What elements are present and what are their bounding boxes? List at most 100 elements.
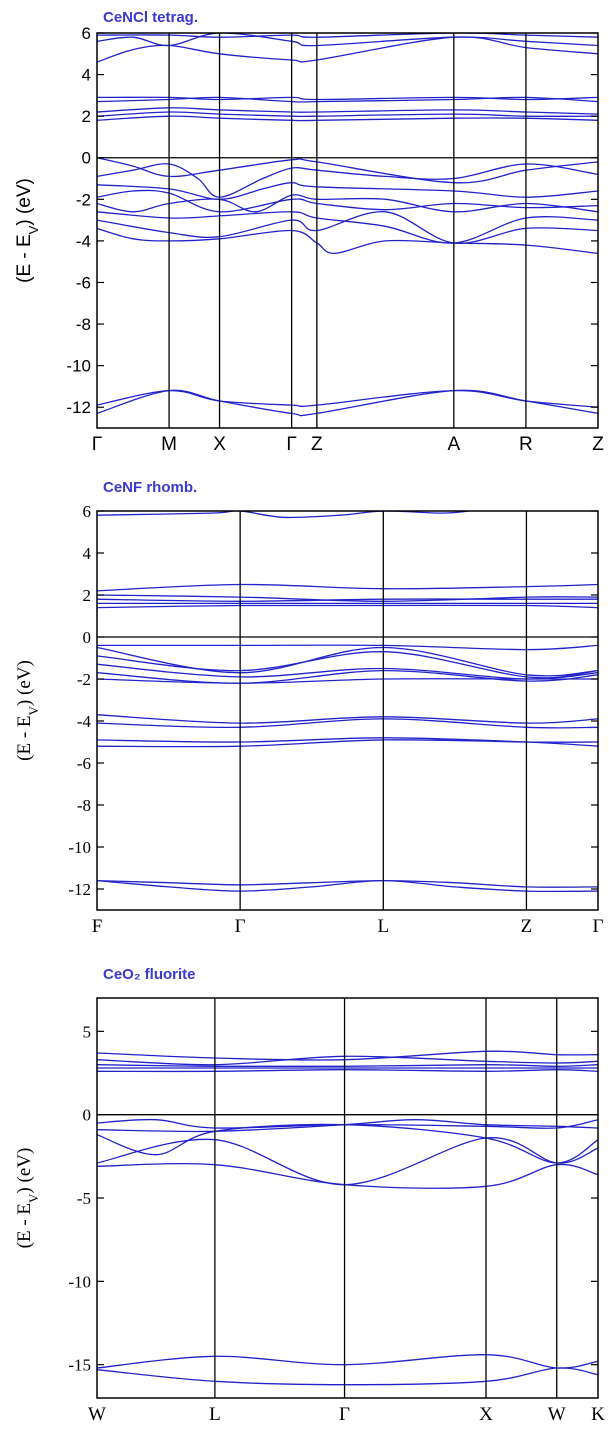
y-tick-label: -5: [77, 1189, 91, 1208]
band-line: [97, 718, 598, 729]
y-tick-label: -10: [68, 838, 91, 857]
k-point-label: W: [88, 1404, 106, 1425]
band-line: [97, 33, 598, 38]
panel-title: CeO₂ fluorite: [103, 966, 196, 983]
y-tick-label: -12: [66, 398, 91, 417]
y-tick-label: -10: [68, 1272, 91, 1291]
band-line: [97, 389, 598, 417]
k-point-label: Z: [311, 434, 323, 455]
band-line: [97, 227, 598, 255]
k-point-label: L: [209, 1404, 221, 1425]
k-point-label: Γ: [92, 434, 102, 455]
band-line: [97, 211, 598, 244]
band-line: [97, 739, 598, 748]
band-line: [97, 96, 598, 101]
k-point-label: Γ: [235, 916, 246, 937]
y-tick-label: 0: [83, 628, 92, 647]
plot-frame: [96, 32, 599, 429]
band-line: [97, 157, 598, 184]
band-line: [97, 182, 598, 200]
y-tick-label: -2: [77, 670, 91, 689]
y-tick-label: -4: [76, 232, 91, 251]
bands: [97, 511, 598, 893]
band-line: [97, 107, 598, 115]
band-line: [97, 583, 598, 592]
band-line: [97, 604, 598, 609]
band-line: [97, 598, 598, 602]
band-line: [97, 678, 598, 684]
band-line: [97, 879, 598, 888]
y-axis-label: (E - EV) (eV): [14, 1148, 41, 1249]
band-panel-1: CeNCl tetrag.Γ M X Γ Z A R Z6420-2-4-6-8-10-12(…: [14, 9, 604, 455]
y-tick-label: 4: [82, 66, 91, 85]
k-point-label: X: [479, 1404, 493, 1425]
band-line: [97, 646, 598, 677]
y-tick-label: 6: [83, 502, 92, 521]
plot-frame: [96, 997, 599, 1399]
bands: [97, 33, 598, 417]
band-line: [97, 189, 598, 213]
band-line: [97, 36, 598, 63]
band-line: [97, 1354, 598, 1369]
band-line: [97, 96, 598, 103]
y-tick-label: -15: [68, 1356, 91, 1375]
band-line: [97, 211, 598, 244]
y-tick-label: 2: [82, 107, 91, 126]
band-line: [97, 1162, 598, 1189]
plot-frame: [96, 510, 599, 911]
y-tick-label: -10: [66, 357, 91, 376]
band-line: [97, 669, 598, 684]
y-tick-label: 0: [82, 149, 91, 168]
panel-title: CeNCl tetrag.: [103, 9, 198, 26]
k-point-label: Z: [521, 916, 533, 937]
y-tick-label: -2: [76, 190, 91, 209]
k-point-label: Γ: [339, 1404, 350, 1425]
y-tick-label: 2: [83, 586, 92, 605]
band-line: [97, 1050, 598, 1061]
y-tick-label: -8: [76, 315, 91, 334]
bands: [97, 1050, 598, 1386]
band-panel-3: CeO₂ fluorite W L Γ X W K 5 0 -5 -10 -15 (E - EV) (e…: [14, 966, 605, 1425]
band-line: [97, 33, 598, 47]
band-line: [97, 511, 470, 519]
band-line: [97, 651, 598, 679]
band-line: [97, 115, 598, 122]
y-tick-label: -8: [77, 796, 91, 815]
y-tick-label: 6: [82, 24, 91, 43]
band-line: [97, 1069, 598, 1073]
k-point-label: W: [548, 1404, 566, 1425]
panel-title: CeNF rhomb.: [103, 479, 197, 496]
k-point-label: M: [161, 434, 177, 455]
y-tick-label: -6: [76, 273, 91, 292]
band-line: [97, 163, 598, 198]
band-line: [97, 1367, 598, 1386]
band-line: [97, 111, 598, 118]
band-panel-2: CeNF rhomb. F Γ L Z Γ 6 4 2 0 -2 -4 -6 -8 -10 -12 (E - E…: [14, 479, 604, 937]
k-point-label: R: [519, 434, 533, 455]
y-axis-label: (E - EV) (eV): [14, 178, 41, 283]
y-tick-label: 4: [83, 544, 92, 563]
band-line: [97, 194, 598, 213]
band-line: [97, 879, 598, 893]
y-axis-label: (E - EV) (eV): [14, 660, 41, 761]
y-tick-label: 0: [83, 1106, 92, 1125]
band-line: [97, 1064, 598, 1068]
y-tick-label: -6: [77, 754, 91, 773]
k-point-label: Z: [592, 434, 604, 455]
k-point-label: F: [92, 916, 103, 937]
k-point-label: Γ: [286, 434, 296, 455]
k-point-label: L: [377, 916, 389, 937]
k-point-label: K: [591, 1404, 605, 1425]
band-line: [97, 1123, 598, 1164]
band-line: [97, 714, 598, 724]
y-tick-label: -4: [77, 712, 92, 731]
y-tick-label: -12: [68, 880, 91, 899]
band-line: [97, 389, 598, 408]
y-tick-label: 5: [83, 1022, 92, 1041]
k-point-label: X: [213, 434, 226, 455]
band-line: [97, 644, 598, 651]
k-point-label: Γ: [593, 916, 604, 937]
k-point-label: A: [447, 434, 460, 455]
band-line: [97, 594, 598, 602]
